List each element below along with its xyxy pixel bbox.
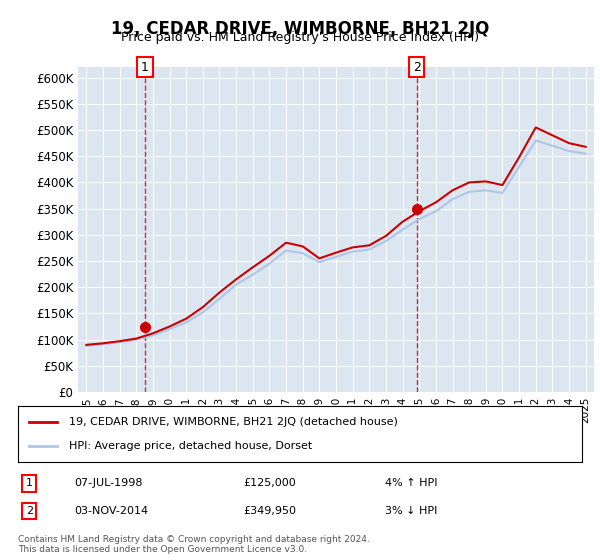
Text: HPI: Average price, detached house, Dorset: HPI: Average price, detached house, Dors… bbox=[69, 441, 312, 451]
Text: 3% ↓ HPI: 3% ↓ HPI bbox=[385, 506, 437, 516]
Text: 19, CEDAR DRIVE, WIMBORNE, BH21 2JQ: 19, CEDAR DRIVE, WIMBORNE, BH21 2JQ bbox=[111, 20, 489, 38]
Text: 1: 1 bbox=[141, 60, 149, 74]
Text: 19, CEDAR DRIVE, WIMBORNE, BH21 2JQ (detached house): 19, CEDAR DRIVE, WIMBORNE, BH21 2JQ (det… bbox=[69, 417, 398, 427]
Text: 07-JUL-1998: 07-JUL-1998 bbox=[74, 478, 143, 488]
Text: Contains HM Land Registry data © Crown copyright and database right 2024.
This d: Contains HM Land Registry data © Crown c… bbox=[18, 535, 370, 554]
Text: 2: 2 bbox=[26, 506, 33, 516]
Text: 2: 2 bbox=[413, 60, 421, 74]
Text: Price paid vs. HM Land Registry's House Price Index (HPI): Price paid vs. HM Land Registry's House … bbox=[121, 31, 479, 44]
Text: £349,950: £349,950 bbox=[244, 506, 296, 516]
Text: 03-NOV-2014: 03-NOV-2014 bbox=[74, 506, 149, 516]
Text: £125,000: £125,000 bbox=[244, 478, 296, 488]
Text: 1: 1 bbox=[26, 478, 33, 488]
Text: 4% ↑ HPI: 4% ↑ HPI bbox=[385, 478, 437, 488]
